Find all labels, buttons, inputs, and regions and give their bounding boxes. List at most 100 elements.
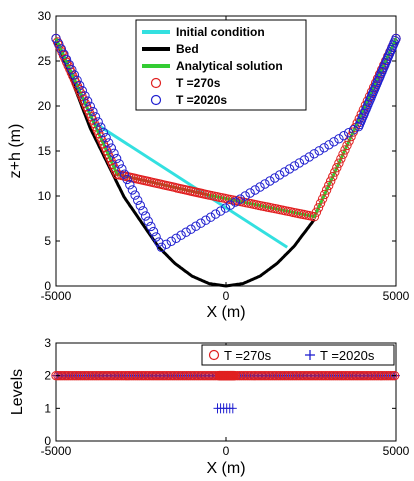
marker-t2020 — [319, 143, 329, 153]
y-tick-label: 30 — [38, 9, 52, 23]
marker-t2020 — [357, 113, 367, 123]
legend-label: T =270s — [224, 348, 272, 363]
marker-t2020 — [109, 148, 119, 159]
marker-t2020 — [329, 137, 339, 147]
marker-t2020 — [56, 44, 66, 54]
marker-t2020 — [64, 59, 74, 70]
marker-t2020 — [104, 138, 114, 148]
x-tick-label: 5000 — [383, 444, 410, 458]
marker-t2020 — [111, 153, 122, 164]
marker-t2020 — [148, 226, 159, 237]
marker-t2020 — [220, 203, 231, 213]
legend-label: T =2020s — [176, 93, 227, 107]
marker-t2020 — [309, 149, 319, 159]
x-tick-label: 0 — [223, 289, 230, 303]
legend-swatch — [208, 349, 220, 361]
marker-t2020 — [140, 211, 151, 221]
marker-t2020 — [53, 39, 64, 49]
marker-t2020 — [373, 75, 383, 86]
marker-t2020 — [304, 152, 314, 162]
marker-t2020 — [210, 209, 221, 219]
marker-t2020 — [135, 200, 146, 211]
series-t270-level2 — [51, 370, 400, 381]
marker-t270 — [326, 176, 336, 186]
marker-t2020 — [314, 146, 324, 156]
bed-line — [54, 37, 316, 288]
marker-t270 — [229, 370, 239, 381]
y-tick-label: 25 — [38, 54, 52, 68]
marker-t2020 — [114, 159, 124, 169]
x-tick-label: -5000 — [41, 289, 72, 303]
marker-t2020 — [85, 101, 96, 112]
marker-t2020 — [181, 227, 191, 237]
marker-t270 — [313, 203, 324, 213]
marker-t2020 — [166, 236, 177, 247]
y-tick-label: 2 — [44, 369, 51, 383]
marker-t2020 — [299, 155, 310, 165]
y-tick-label: 5 — [44, 234, 51, 248]
marker-t2020 — [176, 230, 186, 240]
marker-t2020 — [240, 191, 250, 201]
marker-t2020 — [82, 96, 93, 106]
marker-t270 — [311, 207, 322, 217]
marker-t2020 — [324, 140, 334, 150]
marker-t2020 — [201, 215, 211, 225]
marker-t2020 — [133, 195, 143, 206]
marker-t2020 — [67, 65, 77, 75]
marker-t270 — [330, 167, 340, 177]
marker-t2020 — [284, 164, 295, 174]
legend-box — [201, 344, 395, 366]
legend-label: Analytical solution — [176, 59, 283, 73]
y-tick-label: 15 — [38, 144, 52, 158]
series-t2020-markers — [51, 33, 401, 253]
y-tick-label: 1 — [44, 401, 51, 415]
marker-t2020 — [245, 188, 255, 198]
marker-t270 — [315, 198, 326, 209]
marker-t2020 — [146, 221, 156, 232]
legend-label: Bed — [176, 42, 199, 56]
marker-t2020 — [196, 218, 206, 228]
marker-t2020 — [367, 88, 378, 99]
marker-t2020 — [225, 200, 236, 210]
marker-t2020 — [389, 38, 399, 48]
marker-t270 — [309, 212, 320, 222]
marker-t2020 — [130, 190, 140, 200]
marker-t270 — [340, 145, 350, 155]
marker-t2020 — [77, 86, 88, 96]
marker-t2020 — [80, 91, 90, 101]
y-axis-label: Levels — [9, 369, 26, 415]
legend-label: T =2020s — [320, 348, 375, 363]
marker-t2020 — [349, 125, 359, 135]
y-tick-label: 3 — [44, 336, 51, 350]
marker-t270 — [389, 370, 400, 381]
y-tick-label: 0 — [44, 279, 51, 293]
marker-t270 — [342, 140, 352, 151]
y-tick-label: 20 — [38, 99, 52, 113]
marker-t2020 — [230, 197, 241, 207]
marker-t270 — [332, 163, 342, 173]
marker-t2020 — [156, 242, 167, 253]
marker-t2020 — [289, 161, 300, 171]
marker-t2020 — [379, 62, 389, 72]
marker-t2020 — [101, 133, 111, 143]
legend-label: T =270s — [176, 76, 221, 90]
marker-t2020 — [275, 170, 285, 180]
y-tick-label: 10 — [38, 189, 52, 203]
marker-t2020 — [119, 169, 130, 179]
marker-t2020 — [383, 51, 394, 61]
marker-t270 — [319, 189, 330, 200]
y-tick-label: 0 — [44, 434, 51, 448]
marker-t2020 — [370, 82, 381, 92]
marker-t2020 — [122, 174, 132, 185]
marker-t2020 — [235, 194, 246, 204]
marker-t270 — [336, 154, 346, 164]
marker-t2020 — [344, 128, 354, 138]
marker-t2020 — [260, 179, 270, 189]
marker-t2020 — [391, 33, 401, 44]
marker-t2020 — [255, 182, 265, 192]
marker-t2020 — [339, 131, 349, 141]
marker-t2020 — [138, 206, 148, 216]
x-tick-label: -5000 — [41, 444, 72, 458]
